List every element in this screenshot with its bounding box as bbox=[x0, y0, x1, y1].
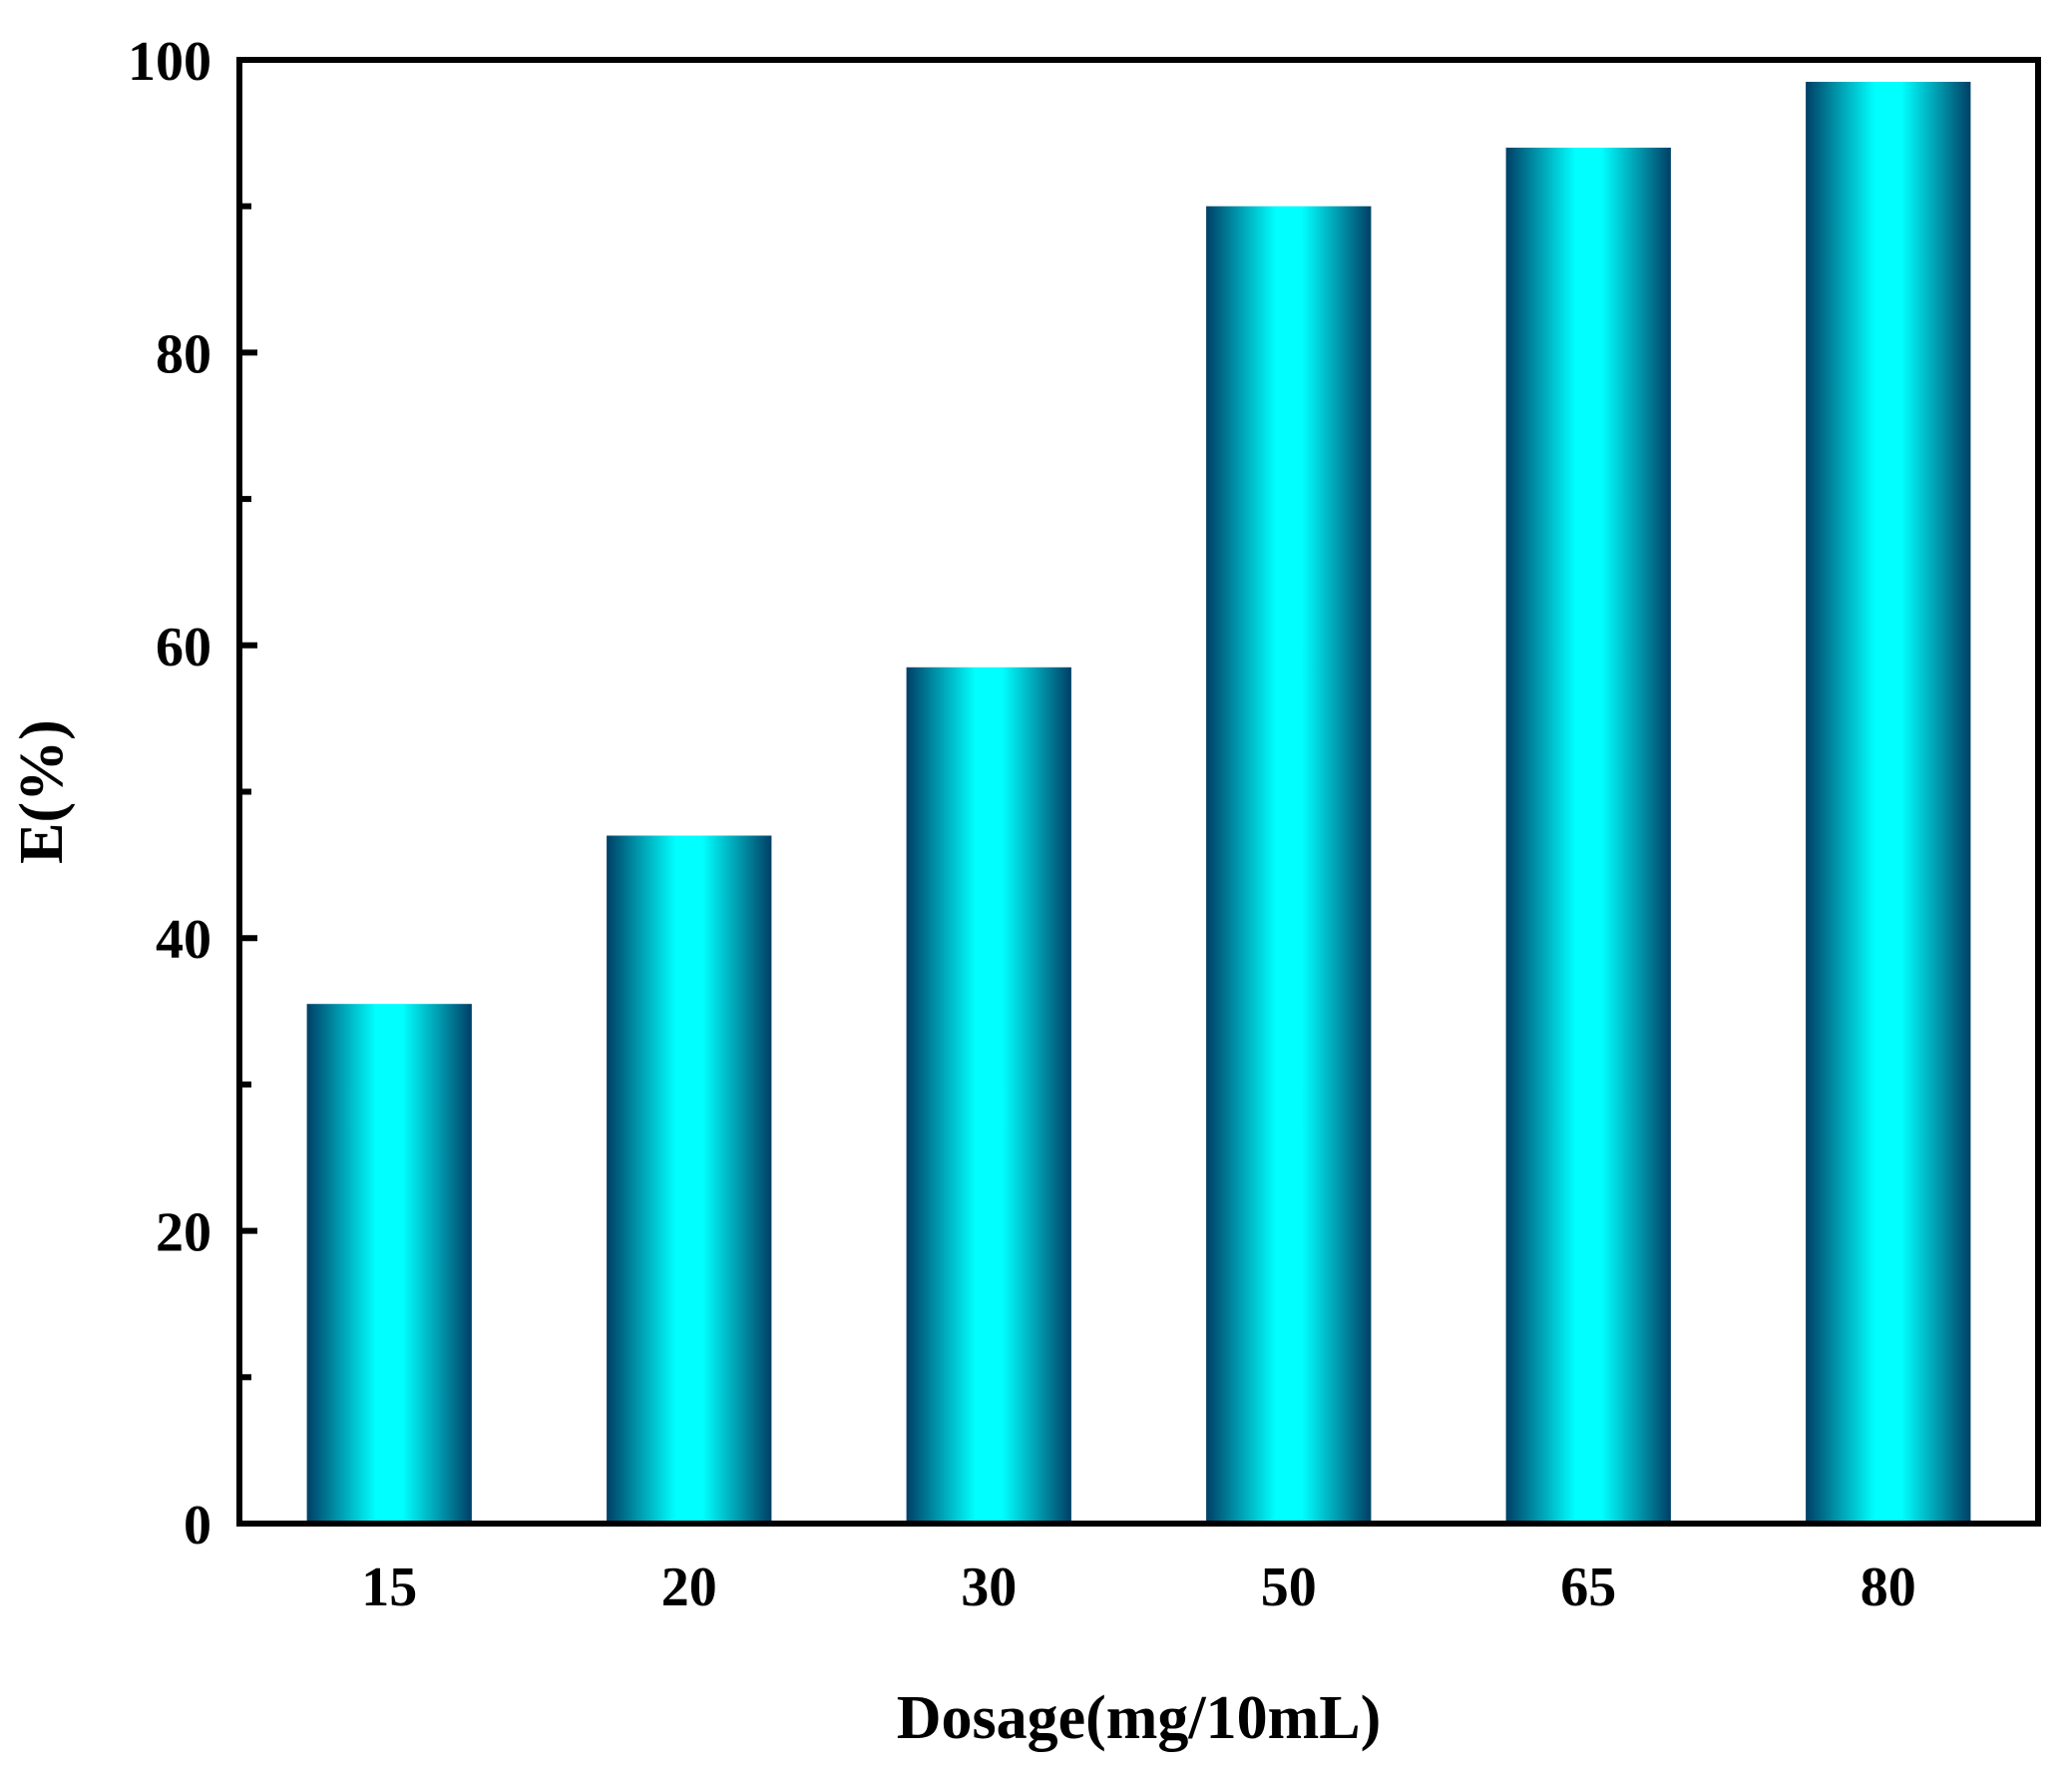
y-tick-label-0: 0 bbox=[184, 1495, 211, 1556]
bar-50 bbox=[1206, 206, 1372, 1525]
x-axis-ticks: 15 20 30 50 65 80 bbox=[361, 1556, 1916, 1618]
bar-series bbox=[306, 82, 1971, 1525]
y-tick-label-100: 100 bbox=[128, 31, 211, 93]
bar-20 bbox=[607, 835, 772, 1524]
x-tick-label-80: 80 bbox=[1861, 1556, 1916, 1618]
bar-65 bbox=[1505, 148, 1671, 1524]
plot-frame bbox=[236, 57, 2041, 1527]
bar-30 bbox=[906, 666, 1071, 1524]
x-tick-label-15: 15 bbox=[361, 1556, 417, 1618]
x-tick-label-20: 20 bbox=[661, 1556, 717, 1618]
bar-80 bbox=[1806, 82, 1971, 1524]
y-tick-label-60: 60 bbox=[156, 617, 211, 678]
y-tick-label-40: 40 bbox=[156, 909, 211, 971]
x-tick-label-50: 50 bbox=[1261, 1556, 1317, 1618]
x-tick-label-30: 30 bbox=[961, 1556, 1017, 1618]
y-tick-label-80: 80 bbox=[156, 323, 211, 385]
bar-15 bbox=[306, 1004, 472, 1524]
y-axis-ticks: 0 20 40 60 80 100 bbox=[128, 31, 257, 1556]
x-tick-label-65: 65 bbox=[1560, 1556, 1616, 1618]
y-tick-label-20: 20 bbox=[156, 1202, 211, 1264]
y-axis-title: E(%) bbox=[8, 719, 76, 864]
x-axis-title: Dosage(mg/10mL) bbox=[897, 1684, 1382, 1752]
